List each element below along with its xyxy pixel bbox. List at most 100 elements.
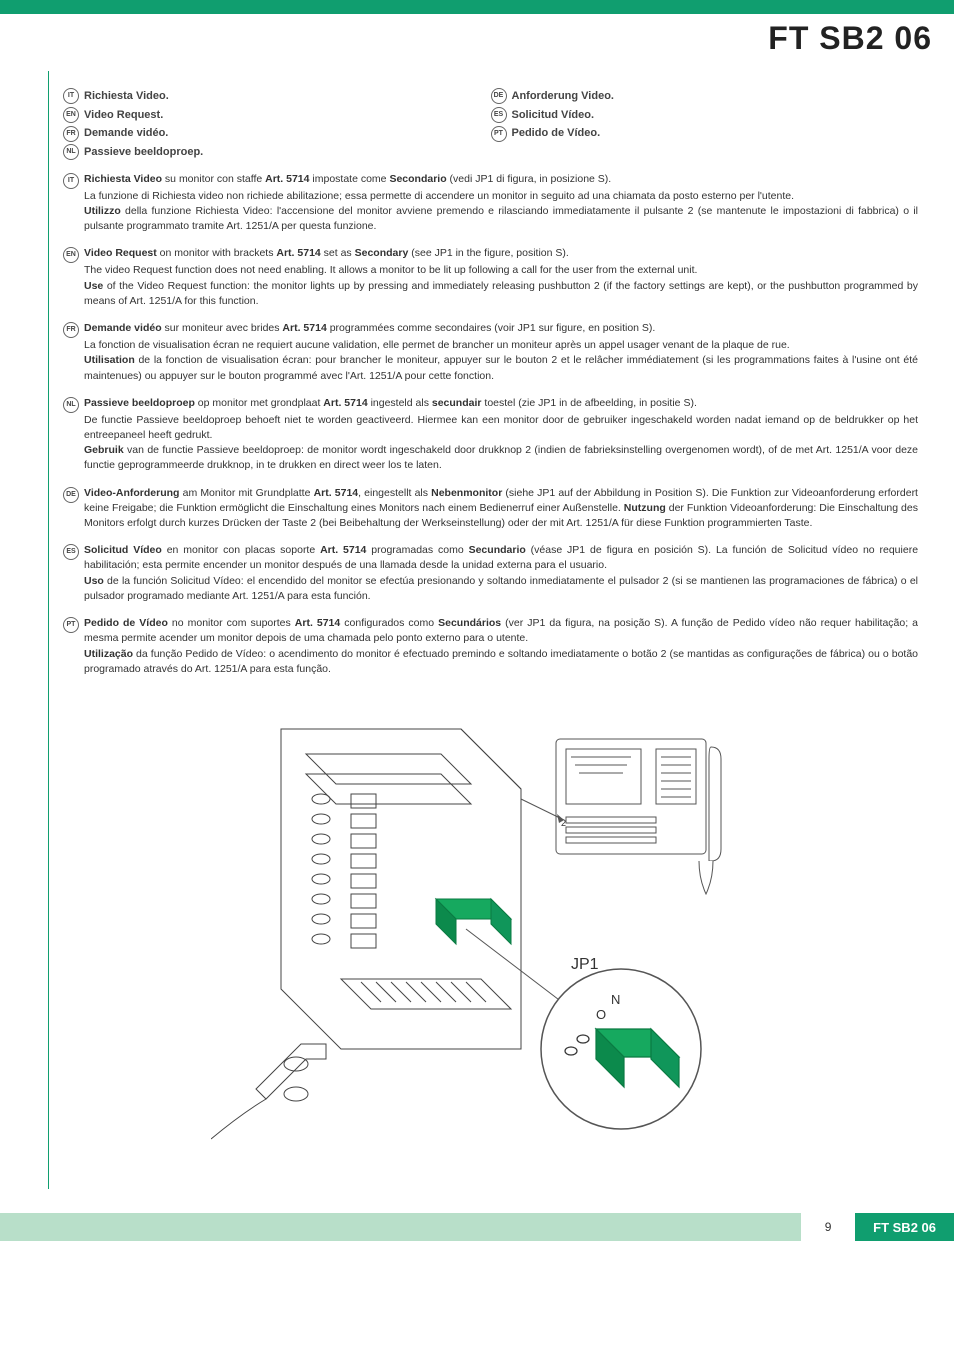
de-mid: , eingestellt als bbox=[358, 487, 431, 499]
fr-lead: Demande vidéo bbox=[84, 322, 162, 334]
fr-t1: sur moniteur avec brides bbox=[162, 322, 283, 334]
lang-badge-pt: PT bbox=[491, 126, 507, 142]
footer-bar bbox=[0, 1213, 801, 1241]
lang-badge: FR bbox=[63, 322, 79, 338]
en-p1: The video Request function does not need… bbox=[84, 263, 918, 278]
de-t1: am Monitor mit Grundplatte bbox=[179, 487, 313, 499]
section-es: ES Solicitud Vídeo en monitor con placas… bbox=[63, 543, 918, 604]
it-use: Utilizzo bbox=[84, 205, 121, 217]
lang-badge-de: DE bbox=[491, 88, 507, 104]
de-lead: Video-Anforderung bbox=[84, 487, 179, 499]
de-use: Nutzung bbox=[624, 502, 666, 514]
fr-mid: programmées comme secondaires (voir JP1 … bbox=[327, 322, 656, 334]
top-rule bbox=[0, 0, 954, 14]
it-tail: (vedi JP1 di figura, in posizione S). bbox=[447, 173, 612, 185]
en-tail: (see JP1 in the figure, position S). bbox=[408, 247, 569, 259]
section-en: EN Video Request on monitor with bracket… bbox=[63, 246, 918, 309]
en-lead: Video Request bbox=[84, 247, 157, 259]
pt-mid: configurados como bbox=[340, 617, 438, 629]
en-use: Use bbox=[84, 280, 103, 292]
en-t1: on monitor with brackets bbox=[157, 247, 277, 259]
nl-art: Art. 5714 bbox=[323, 397, 367, 409]
page-number: 9 bbox=[801, 1220, 855, 1234]
lang-badge: DE bbox=[63, 487, 79, 503]
fr-use: Utilisation bbox=[84, 354, 135, 366]
nl-sec: secundair bbox=[432, 397, 482, 409]
lang-badge: IT bbox=[63, 173, 79, 189]
header-en-text: Video Request. bbox=[84, 106, 163, 125]
it-sec: Secondario bbox=[389, 173, 446, 185]
lang-badge: ES bbox=[63, 544, 79, 560]
it-p2: della funzione Richiesta Video: l'accens… bbox=[84, 205, 918, 232]
es-art: Art. 5714 bbox=[320, 544, 366, 556]
section-it: IT Richiesta Video su monitor con staffe… bbox=[63, 172, 918, 235]
pt-sec: Secundários bbox=[438, 617, 501, 629]
lang-badge-en: EN bbox=[63, 107, 79, 123]
pt-lead: Pedido de Vídeo bbox=[84, 617, 168, 629]
en-mid: set as bbox=[321, 247, 355, 259]
header-col-left: IT Richiesta Video. EN Video Request. FR De… bbox=[63, 87, 491, 162]
nl-tail: toestel (zie JP1 in de afbeelding, in po… bbox=[481, 397, 696, 409]
pt-p2: da função Pedido de Vídeo: o acendimento… bbox=[84, 648, 918, 675]
lang-badge-es: ES bbox=[491, 107, 507, 123]
fr-p1: La fonction de visualisation écran ne re… bbox=[84, 338, 918, 353]
header-en: EN Video Request. bbox=[63, 106, 491, 125]
section-fr: FR Demande vidéo sur moniteur avec bride… bbox=[63, 321, 918, 384]
es-p2: de la función Solicitud Vídeo: el encend… bbox=[84, 575, 918, 602]
nl-t1: op monitor met grondplaat bbox=[195, 397, 323, 409]
pt-use: Utilização bbox=[84, 648, 133, 660]
nl-mid: ingesteld als bbox=[368, 397, 432, 409]
es-mid: programadas como bbox=[366, 544, 468, 556]
footer: 9 FT SB2 06 bbox=[0, 1213, 954, 1241]
fr-p2: de la fonction de visualisation écran: p… bbox=[84, 354, 918, 381]
header-it-text: Richiesta Video. bbox=[84, 87, 169, 106]
header-es: ES Solicitud Vídeo. bbox=[491, 106, 919, 125]
content-area: IT Richiesta Video. EN Video Request. FR De… bbox=[48, 71, 932, 1189]
doc-title: FT SB2 06 bbox=[0, 20, 954, 57]
de-art: Art. 5714 bbox=[314, 487, 359, 499]
section-nl: NL Passieve beeldoproep op monitor met g… bbox=[63, 396, 918, 474]
nl-p1: De functie Passieve beeldoproep behoeft … bbox=[84, 413, 918, 443]
lang-badge-fr: FR bbox=[63, 126, 79, 142]
header-nl: NL Passieve beeldoproep. bbox=[63, 143, 491, 162]
lang-badge: NL bbox=[63, 397, 79, 413]
header-es-text: Solicitud Vídeo. bbox=[512, 106, 595, 125]
circuit-diagram: N O JP1 bbox=[211, 699, 771, 1169]
en-p2: of the Video Request function: the monit… bbox=[84, 280, 918, 307]
fr-art: Art. 5714 bbox=[282, 322, 326, 334]
header-de: DE Anforderung Video. bbox=[491, 87, 919, 106]
diagram: N O JP1 bbox=[63, 699, 918, 1169]
pt-t1: no monitor com suportes bbox=[168, 617, 295, 629]
es-use: Uso bbox=[84, 575, 104, 587]
de-sec: Nebenmonitor bbox=[431, 487, 502, 499]
en-sec: Secondary bbox=[355, 247, 409, 259]
jp1-label: JP1 bbox=[571, 956, 599, 973]
lang-badge-nl: NL bbox=[63, 144, 79, 160]
section-de: DE Video-Anforderung am Monitor mit Grun… bbox=[63, 486, 918, 532]
nl-lead: Passieve beeldoproep bbox=[84, 397, 195, 409]
it-t1: su monitor con staffe bbox=[162, 173, 265, 185]
header-fr: FR Demande vidéo. bbox=[63, 124, 491, 143]
o-label: O bbox=[596, 1007, 606, 1022]
header-row: IT Richiesta Video. EN Video Request. FR De… bbox=[63, 87, 918, 162]
it-lead: Richiesta Video bbox=[84, 173, 162, 185]
lang-badge: PT bbox=[63, 617, 79, 633]
header-de-text: Anforderung Video. bbox=[512, 87, 614, 106]
n-label: N bbox=[611, 992, 620, 1007]
header-col-right: DEAnforderung Video. ESSolicitud Vídeo. … bbox=[491, 87, 919, 162]
header-it: IT Richiesta Video. bbox=[63, 87, 491, 106]
it-art: Art. 5714 bbox=[265, 173, 309, 185]
header-fr-text: Demande vidéo. bbox=[84, 124, 168, 143]
it-p1: La funzione di Richiesta video non richi… bbox=[84, 189, 918, 204]
en-art: Art. 5714 bbox=[276, 247, 320, 259]
header-nl-text: Passieve beeldoproep. bbox=[84, 143, 203, 162]
es-lead: Solicitud Vídeo bbox=[84, 544, 162, 556]
header-pt: PTPedido de Vídeo. bbox=[491, 124, 919, 143]
section-pt: PT Pedido de Vídeo no monitor com suport… bbox=[63, 616, 918, 677]
it-mid: impostate come bbox=[309, 173, 389, 185]
pt-art: Art. 5714 bbox=[295, 617, 340, 629]
lang-badge-it: IT bbox=[63, 88, 79, 104]
nl-p2: van de functie Passieve beeldoproep: de … bbox=[84, 444, 918, 471]
es-sec: Secundario bbox=[469, 544, 526, 556]
es-t1: en monitor con placas soporte bbox=[162, 544, 320, 556]
